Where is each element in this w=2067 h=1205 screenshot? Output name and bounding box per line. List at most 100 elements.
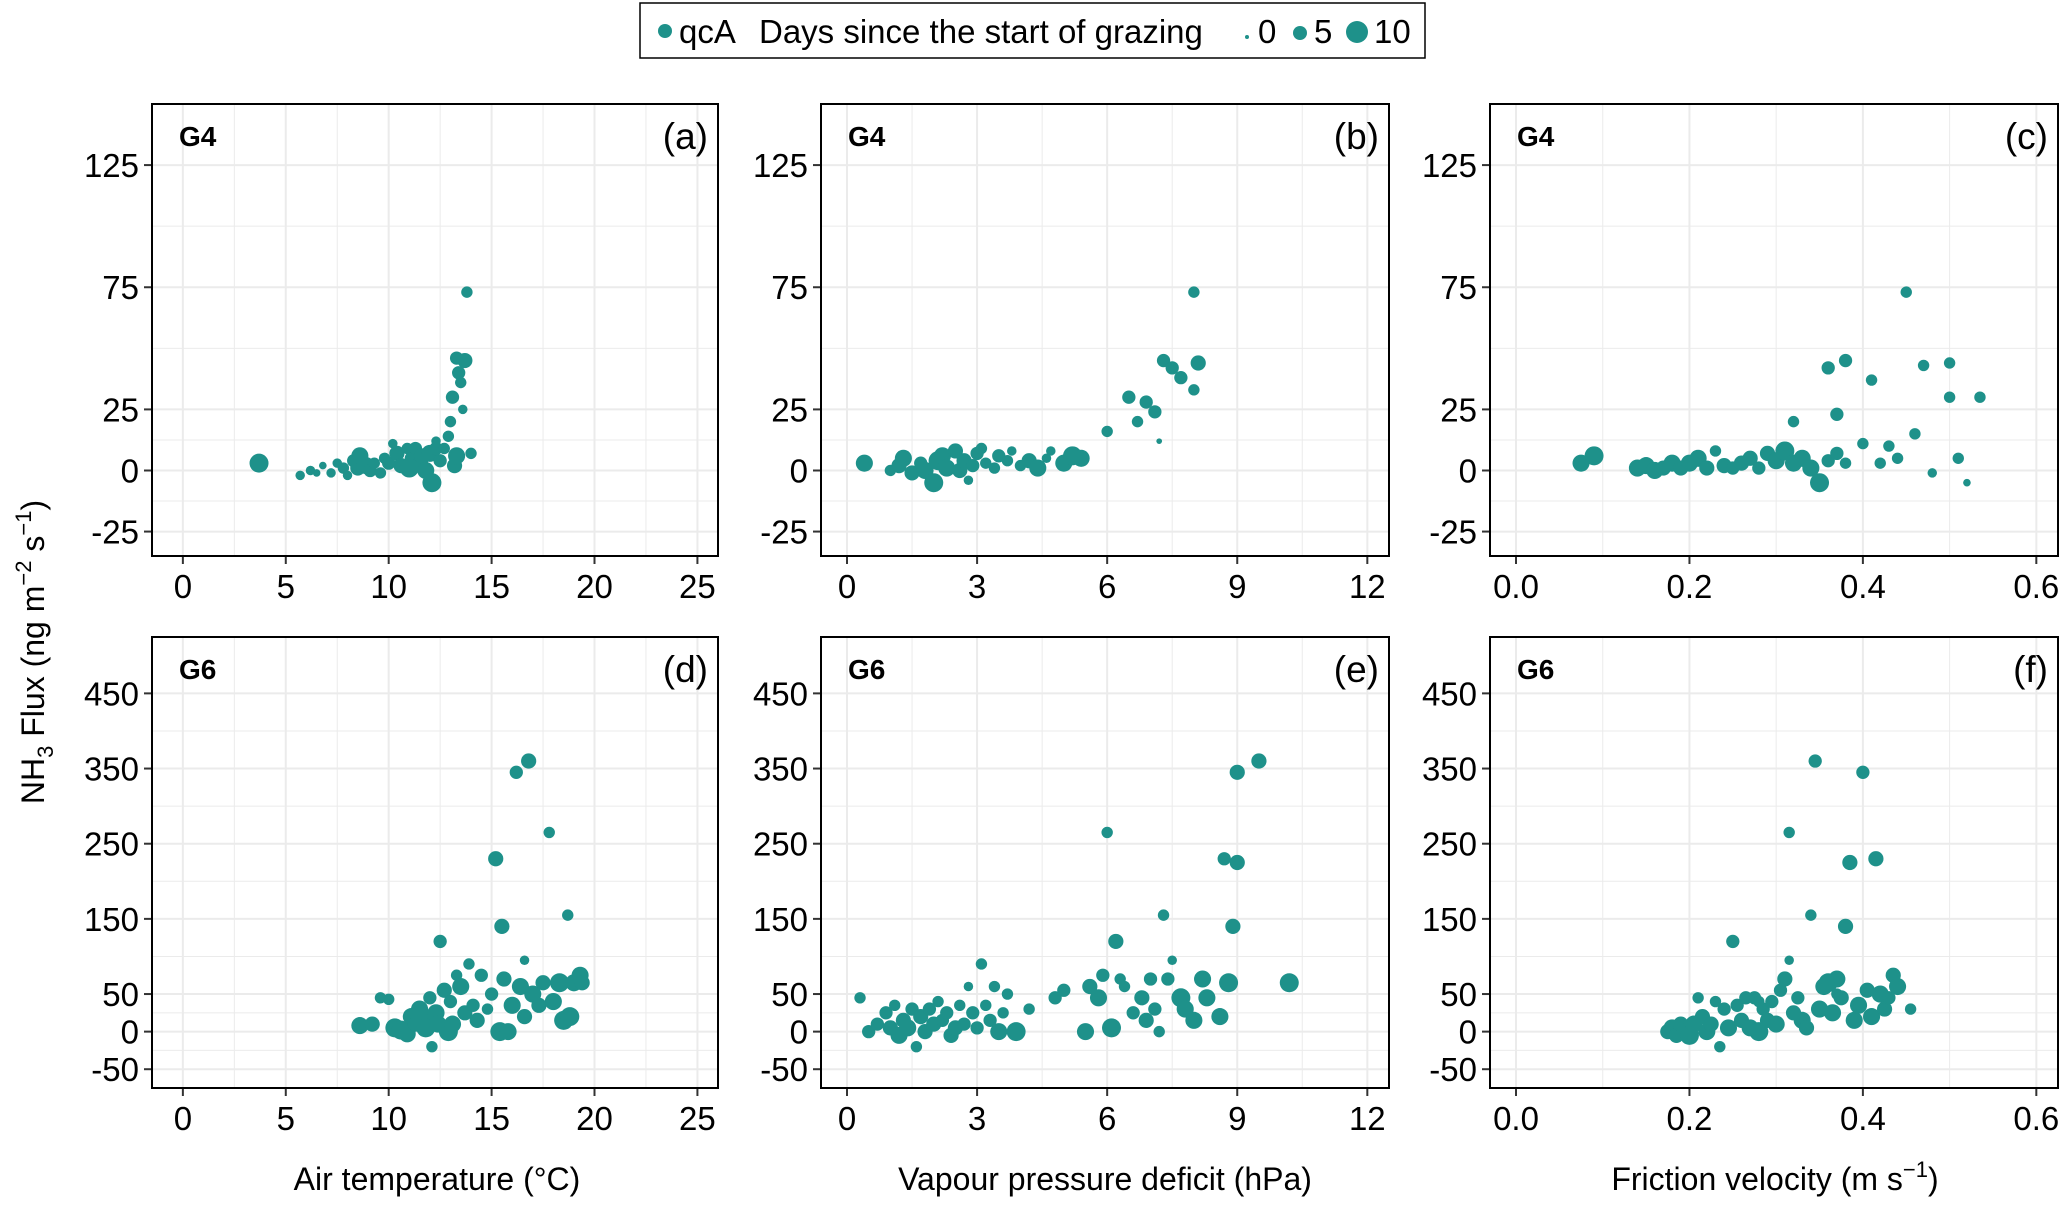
y-tick-label: -50 (1429, 1051, 1477, 1088)
x-tick-label: 0.6 (2013, 1100, 2059, 1137)
data-point (1842, 854, 1858, 871)
y-axis-title-rest: Flux (ng m (15, 586, 51, 746)
data-point (1839, 457, 1852, 469)
x-tick-label: 0.2 (1667, 1100, 1713, 1137)
y-tick-label: 250 (84, 826, 139, 863)
data-point (980, 457, 992, 469)
data-point (326, 468, 336, 478)
data-point (1089, 989, 1108, 1007)
data-point (1139, 395, 1153, 409)
data-point (374, 467, 387, 479)
data-point (496, 971, 512, 987)
data-point (1082, 978, 1098, 995)
data-point (531, 997, 547, 1013)
data-point (1007, 446, 1017, 456)
data-point (970, 1021, 984, 1035)
data-point (521, 753, 537, 769)
y-tick-label: -25 (1429, 514, 1477, 551)
data-point (1802, 459, 1820, 477)
data-point (503, 996, 521, 1014)
data-point (342, 470, 353, 481)
data-point (442, 430, 455, 442)
y-axis-title-sup2: −1 (11, 511, 36, 536)
data-point (988, 980, 1001, 993)
data-point (1023, 1003, 1035, 1015)
data-point (543, 826, 555, 839)
data-point (1101, 425, 1113, 438)
data-point (1752, 461, 1766, 475)
y-tick-label: 25 (102, 391, 139, 428)
y-tick-label: 75 (771, 269, 808, 306)
data-point (938, 459, 956, 477)
data-point (1742, 450, 1758, 466)
panel-tag: (e) (1334, 649, 1379, 690)
panel-tag: (c) (2005, 116, 2048, 157)
data-point (305, 465, 316, 476)
x-tick-label: 20 (576, 568, 613, 605)
data-point (870, 1017, 885, 1031)
panel-c: 0.0 0.2 0.4 0.6 -25 0 25 75 125 G4 (c) (1422, 103, 2059, 605)
x-tick-label: 0.2 (1667, 568, 1713, 605)
data-point (423, 991, 437, 1005)
y-tick-label: 450 (753, 675, 808, 712)
data-point (249, 453, 269, 473)
data-point (1057, 983, 1071, 997)
data-point (1749, 1022, 1769, 1042)
data-point (855, 454, 873, 472)
data-point (1753, 995, 1765, 1008)
data-point (519, 955, 530, 965)
y-tick-label: 250 (1422, 826, 1477, 863)
data-point (426, 1040, 438, 1053)
data-point (351, 1017, 369, 1035)
data-point (1251, 753, 1267, 769)
x-tick-label: 3 (968, 1100, 986, 1137)
data-point (922, 1002, 937, 1016)
data-point (1889, 977, 1907, 996)
data-point (1148, 1002, 1162, 1016)
data-point (1823, 1004, 1842, 1022)
data-point (1882, 991, 1896, 1005)
data-point (1791, 991, 1805, 1005)
data-point (1974, 391, 1986, 403)
data-point (1156, 353, 1171, 368)
data-point (484, 987, 499, 1001)
x-axis-title-friction: Friction velocity (m s−1) (1611, 1157, 1938, 1197)
panel-tag: (d) (663, 649, 708, 690)
data-point (966, 458, 980, 473)
data-point (1188, 384, 1200, 396)
x-tick-label: 12 (1349, 1100, 1386, 1137)
data-point (443, 994, 458, 1009)
data-point (1952, 452, 1964, 464)
panel-tag: (b) (1334, 116, 1379, 157)
x-axis-title-friction-end: ) (1928, 1161, 1939, 1197)
data-point (511, 977, 529, 996)
data-point (879, 1006, 893, 1020)
group-label: G6 (179, 654, 216, 685)
data-point (1122, 390, 1136, 404)
data-point (364, 1016, 380, 1032)
data-point (1709, 995, 1722, 1008)
data-point (1787, 415, 1800, 428)
x-tick-label: 0.0 (1493, 1100, 1539, 1137)
data-point (1096, 968, 1110, 982)
data-point (1703, 1016, 1719, 1032)
data-point (474, 968, 488, 982)
y-tick-label: 0 (121, 1014, 139, 1051)
data-point (988, 462, 1001, 474)
data-point (1830, 446, 1844, 461)
data-point (433, 934, 447, 949)
data-point (295, 470, 305, 481)
data-point (1859, 982, 1875, 998)
x-tick-label: 0.4 (1840, 1100, 1886, 1137)
data-point (429, 441, 443, 456)
data-point (894, 449, 912, 467)
data-point (1225, 918, 1241, 934)
x-tick-label: 20 (576, 1100, 613, 1137)
data-point (1943, 357, 1956, 369)
data-point (368, 457, 380, 469)
x-tick-label: 10 (370, 568, 407, 605)
data-point (516, 1008, 533, 1025)
data-point (1838, 353, 1853, 368)
data-point (1726, 934, 1740, 949)
data-point (1143, 972, 1158, 986)
